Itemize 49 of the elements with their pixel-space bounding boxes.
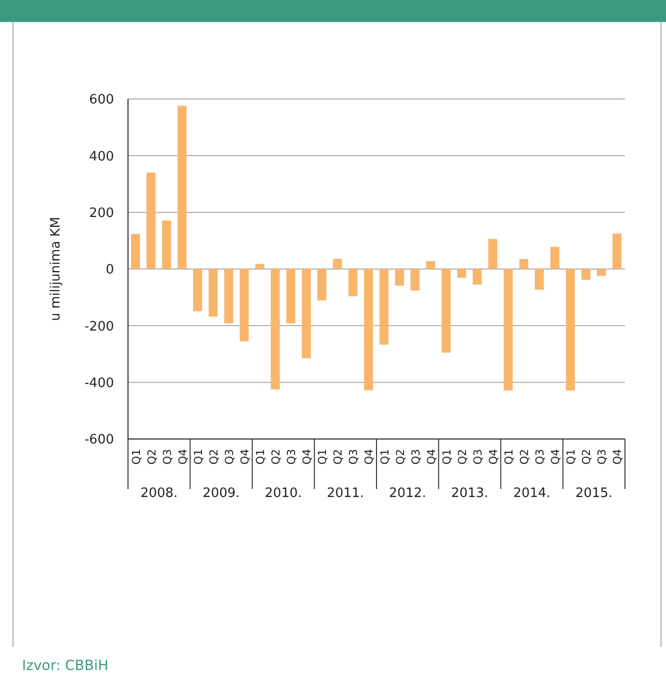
x-tick-label: Q2 <box>394 449 407 465</box>
y-tick-label: 200 <box>89 206 114 221</box>
x-tick-label: Q3 <box>222 449 236 465</box>
x-tick-label: Q3 <box>409 449 422 465</box>
x-tick-label: Q3 <box>347 449 360 465</box>
x-tick-label: Q1 <box>440 449 454 465</box>
text: 2013. <box>451 486 488 501</box>
x-tick-label: Q1 <box>192 449 205 465</box>
x-tick-label: Q4 <box>300 449 314 465</box>
x-tick-label: Q4 <box>549 449 562 465</box>
x-tick-label: Q1 <box>502 449 516 465</box>
x-tick-label: Q1 <box>378 449 392 465</box>
x-tick-label: Q2 <box>518 449 532 465</box>
x-tick-label: Q3 <box>534 449 547 465</box>
x-tick-label: Q2 <box>580 449 594 465</box>
y-tick-label: -200 <box>84 319 114 334</box>
y-tick-label: 600 <box>89 92 114 108</box>
x-tick-label: Q1 <box>254 449 268 465</box>
text: 2009. <box>202 486 240 501</box>
x-tick-label: Q3 <box>596 449 609 465</box>
text: Izvor: CBBiH <box>22 658 108 674</box>
x-tick-label: Q4 <box>611 449 624 465</box>
text: 2012. <box>388 486 426 501</box>
y-tick-label: 0 <box>106 262 114 278</box>
x-tick-label: Q4 <box>176 449 190 465</box>
x-tick-label: Q1 <box>316 449 330 465</box>
y-tick-label: -600 <box>84 432 114 448</box>
x-tick-label: Q1 <box>564 449 578 465</box>
y-tick-label: 400 <box>89 149 114 164</box>
x-tick-label: Q4 <box>486 449 500 465</box>
text: 2015. <box>575 486 613 501</box>
x-tick-label: Q2 <box>207 449 220 465</box>
y-axis-title: u milijunima KM <box>48 216 64 322</box>
x-tick-label: Q3 <box>285 449 298 465</box>
x-tick-label: Q2 <box>332 449 345 465</box>
text: 2008. <box>140 486 178 501</box>
x-tick-label: Q3 <box>471 449 484 465</box>
y-tick-label: -400 <box>84 376 114 391</box>
x-tick-label: Q4 <box>362 449 376 465</box>
x-tick-label: Q2 <box>270 449 283 465</box>
text: 2010. <box>264 486 302 501</box>
x-tick-label: Q1 <box>130 449 143 465</box>
x-tick-label: Q4 <box>238 449 252 465</box>
text: 2011. <box>326 486 364 501</box>
x-tick-label: Q3 <box>160 449 174 465</box>
x-tick-label: Q2 <box>145 449 158 465</box>
text: 2014. <box>513 486 550 501</box>
x-tick-label: Q4 <box>424 449 438 465</box>
x-tick-label: Q2 <box>456 449 469 465</box>
